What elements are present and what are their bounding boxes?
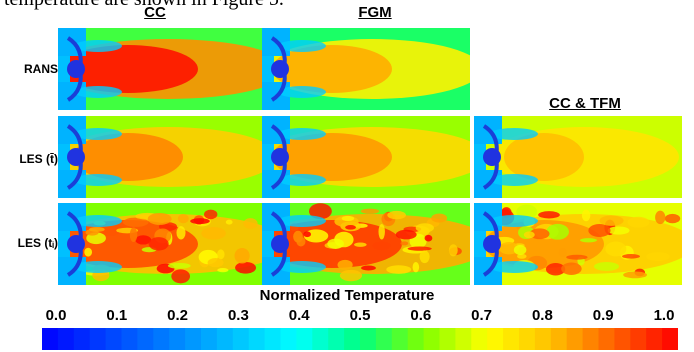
contour-panel-les-mean-fgm	[262, 116, 470, 198]
colorbar-segment	[487, 328, 504, 350]
colorbar-segment	[566, 328, 584, 350]
column-header-fgm: FGM	[358, 4, 392, 21]
colorbar-tick-label: 0.1	[106, 307, 128, 324]
contour-panel-les-inst-cc	[58, 203, 266, 285]
colorbar-segment	[344, 328, 361, 350]
colorbar-tick-label: 0.9	[592, 307, 614, 324]
colorbar-segment	[646, 328, 663, 350]
colorbar-segment	[550, 328, 568, 350]
colorbar-segment	[89, 328, 107, 350]
colorbar-tick-label: 0.2	[167, 307, 189, 324]
row-header-les-mean: LES (t̄)	[19, 152, 58, 166]
colorbar-segment	[328, 328, 345, 350]
colorbar-segment	[42, 328, 59, 350]
column-header-cc: CC	[144, 4, 166, 21]
contour-panel-les-mean-cc	[58, 116, 266, 198]
colorbar-segment	[185, 328, 202, 350]
colorbar-segment	[471, 328, 488, 350]
colorbar-segment	[153, 328, 170, 350]
contour-panel-les-inst-fgm	[262, 203, 470, 285]
colorbar-segment	[503, 328, 520, 350]
colorbar-segment	[662, 328, 678, 350]
colorbar-segment	[280, 328, 297, 350]
colorbar-segment	[296, 328, 313, 350]
colorbar-tick-label: 0.7	[471, 307, 493, 324]
colorbar-segment	[264, 328, 282, 350]
colorbar-segment	[375, 328, 393, 350]
colorbar	[42, 328, 678, 350]
colorbar-segment	[360, 328, 377, 350]
colorbar-tick-label: 1.0	[653, 307, 675, 324]
colorbar-segment	[407, 328, 425, 350]
colorbar-segment	[169, 328, 186, 350]
colorbar-tick-label: 0.3	[227, 307, 249, 324]
colorbar-segment	[232, 328, 250, 350]
column-header-cc-tfm: CC & TFM	[549, 95, 621, 112]
colorbar-segment	[423, 328, 441, 350]
colorbar-tick-label: 0.4	[288, 307, 310, 324]
colorbar-segment	[439, 328, 456, 350]
contour-panel-les-inst-cctfm	[474, 203, 682, 285]
colorbar-segment	[216, 328, 234, 350]
colorbar-segment	[582, 328, 600, 350]
caption-fragment: temperature are shown in Figure 5.	[4, 0, 284, 11]
colorbar-title: Normalized Temperature	[259, 287, 435, 304]
colorbar-segment	[105, 328, 123, 350]
colorbar-segment	[73, 328, 91, 350]
colorbar-segment	[630, 328, 647, 350]
colorbar-segment	[57, 328, 75, 350]
colorbar-segment	[519, 328, 536, 350]
row-header-les-inst: LES (tᵢ)	[17, 236, 58, 250]
colorbar-segment	[391, 328, 409, 350]
colorbar-segment	[248, 328, 266, 350]
colorbar-segment	[614, 328, 631, 350]
contour-panel-les-mean-cctfm	[474, 116, 682, 198]
colorbar-segment	[534, 328, 552, 350]
contour-panel-rans-fgm	[262, 28, 470, 110]
colorbar-segment	[137, 328, 154, 350]
colorbar-tick-label: 0.5	[349, 307, 371, 324]
colorbar-segment	[312, 328, 329, 350]
row-header-rans: RANS	[23, 62, 58, 76]
colorbar-tick-label: 0.0	[45, 307, 67, 324]
colorbar-segment	[455, 328, 472, 350]
colorbar-segment	[121, 328, 138, 350]
colorbar-tick-label: 0.8	[531, 307, 553, 324]
colorbar-tick-label: 0.6	[410, 307, 432, 324]
colorbar-segment	[598, 328, 615, 350]
colorbar-segment	[201, 328, 218, 350]
contour-panel-rans-cc	[58, 28, 266, 110]
